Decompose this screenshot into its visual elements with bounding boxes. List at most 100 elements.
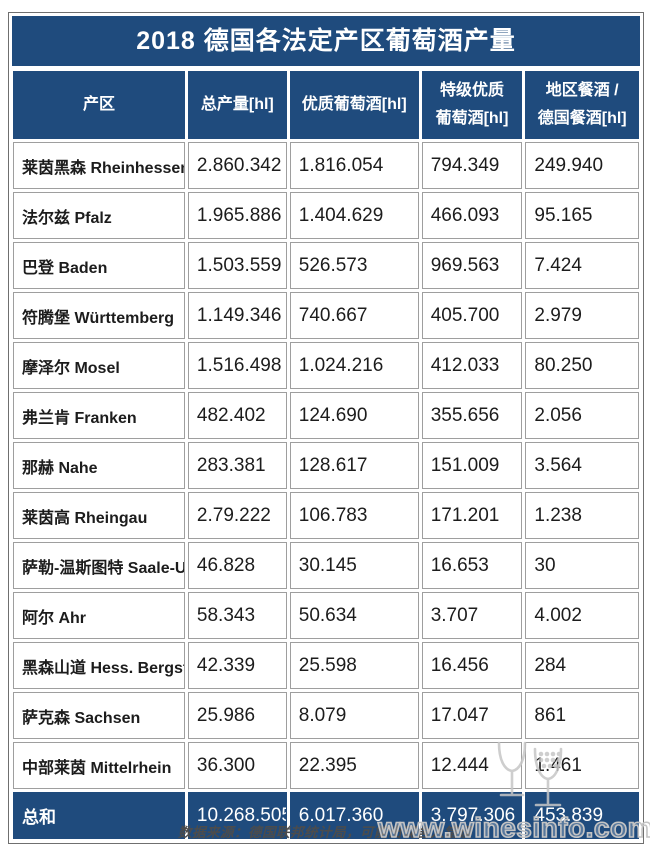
- value-cell: 8.079: [289, 692, 419, 739]
- value-cell: 30: [525, 542, 639, 589]
- table-row: 莱茵高 Rheingau 2.79.222 106.783 171.201 1.…: [13, 492, 639, 539]
- value-cell: 405.700: [421, 292, 523, 339]
- header-row: 产区 总产量[hl] 优质葡萄酒[hl] 特级优质 葡萄酒[hl] 地区餐酒 /: [13, 71, 639, 139]
- value-cell: 283.381: [187, 442, 287, 489]
- header-line: 地区餐酒 /: [545, 82, 619, 99]
- value-cell: 22.395: [289, 742, 419, 789]
- value-cell: 1.149.346: [187, 292, 287, 339]
- header-line: 德国餐酒[hl]: [537, 110, 627, 127]
- table-row: 弗兰肯 Franken 482.402 124.690 355.656 2.05…: [13, 392, 639, 439]
- header-line: 葡萄酒[hl]: [435, 110, 509, 127]
- table-row: 摩泽尔 Mosel 1.516.498 1.024.216 412.033 80…: [13, 342, 639, 389]
- value-cell: 124.690: [289, 392, 419, 439]
- region-cell: 那赫 Nahe: [13, 442, 185, 489]
- value-cell: 7.424: [525, 242, 639, 289]
- value-cell: 249.940: [525, 142, 639, 189]
- value-cell: 2.056: [525, 392, 639, 439]
- column-header-landwein-tafelwein: 地区餐酒 / 德国餐酒[hl]: [525, 71, 639, 139]
- region-cell: 萨勒-温斯图特 Saale-Unstrut: [13, 542, 185, 589]
- total-value-cell: 453.839: [525, 792, 639, 839]
- region-cell: 莱茵高 Rheingau: [13, 492, 185, 539]
- value-cell: 46.828: [187, 542, 287, 589]
- value-cell: 1.404.629: [289, 192, 419, 239]
- value-cell: 526.573: [289, 242, 419, 289]
- table-row: 萨勒-温斯图特 Saale-Unstrut 46.828 30.145 16.6…: [13, 542, 639, 589]
- value-cell: 25.986: [187, 692, 287, 739]
- page-title: 2018 德国各法定产区葡萄酒产量: [12, 16, 640, 66]
- table-row: 萨克森 Sachsen 25.986 8.079 17.047 861: [13, 692, 639, 739]
- wine-production-table-card: 2018 德国各法定产区葡萄酒产量 产区 总产量[hl] 优质葡萄酒[hl]: [8, 12, 644, 844]
- total-row: 总和 10.268.505 6.017.360 3.797.306 453.83…: [13, 792, 639, 839]
- region-cell: 符腾堡 Württemberg: [13, 292, 185, 339]
- table-row: 莱茵黑森 Rheinhessen 2.860.342 1.816.054 794…: [13, 142, 639, 189]
- table-row: 黑森山道 Hess. Bergstraße 42.339 25.598 16.4…: [13, 642, 639, 689]
- region-cell: 弗兰肯 Franken: [13, 392, 185, 439]
- value-cell: 17.047: [421, 692, 523, 739]
- value-cell: 4.002: [525, 592, 639, 639]
- value-cell: 2.860.342: [187, 142, 287, 189]
- value-cell: 3.707: [421, 592, 523, 639]
- table-footer: 总和 10.268.505 6.017.360 3.797.306 453.83…: [13, 792, 639, 839]
- value-cell: 3.564: [525, 442, 639, 489]
- table-body: 莱茵黑森 Rheinhessen 2.860.342 1.816.054 794…: [13, 142, 639, 789]
- table-row: 阿尔 Ahr 58.343 50.634 3.707 4.002: [13, 592, 639, 639]
- column-header-praedikat-wine: 特级优质 葡萄酒[hl]: [421, 71, 523, 139]
- region-cell: 摩泽尔 Mosel: [13, 342, 185, 389]
- value-cell: 36.300: [187, 742, 287, 789]
- table-row: 法尔兹 Pfalz 1.965.886 1.404.629 466.093 95…: [13, 192, 639, 239]
- value-cell: 30.145: [289, 542, 419, 589]
- header-line: 特级优质: [440, 82, 505, 99]
- value-cell: 2.979: [525, 292, 639, 339]
- value-cell: 412.033: [421, 342, 523, 389]
- value-cell: 1.516.498: [187, 342, 287, 389]
- value-cell: 106.783: [289, 492, 419, 539]
- value-cell: 42.339: [187, 642, 287, 689]
- value-cell: 1.965.886: [187, 192, 287, 239]
- value-cell: 50.634: [289, 592, 419, 639]
- value-cell: 16.456: [421, 642, 523, 689]
- value-cell: 355.656: [421, 392, 523, 439]
- value-cell: 2.79.222: [187, 492, 287, 539]
- region-cell: 莱茵黑森 Rheinhessen: [13, 142, 185, 189]
- value-cell: 740.667: [289, 292, 419, 339]
- header-line: 总产量[hl]: [200, 96, 274, 113]
- table-row: 那赫 Nahe 283.381 128.617 151.009 3.564: [13, 442, 639, 489]
- table-header: 产区 总产量[hl] 优质葡萄酒[hl] 特级优质 葡萄酒[hl] 地区餐酒 /: [13, 71, 639, 139]
- region-cell: 中部莱茵 Mittelrhein: [13, 742, 185, 789]
- total-value-cell: 3.797.306: [421, 792, 523, 839]
- table-row: 中部莱茵 Mittelrhein 36.300 22.395 12.444 1.…: [13, 742, 639, 789]
- value-cell: 151.009: [421, 442, 523, 489]
- value-cell: 466.093: [421, 192, 523, 239]
- region-cell: 法尔兹 Pfalz: [13, 192, 185, 239]
- value-cell: 1.816.054: [289, 142, 419, 189]
- total-label-cell: 总和: [13, 792, 185, 839]
- table-row: 巴登 Baden 1.503.559 526.573 969.563 7.424: [13, 242, 639, 289]
- table-row: 符腾堡 Württemberg 1.149.346 740.667 405.70…: [13, 292, 639, 339]
- value-cell: 12.444: [421, 742, 523, 789]
- region-cell: 巴登 Baden: [13, 242, 185, 289]
- data-source-note: 数据来源：德国联邦统计局，可能出现舍入错误: [178, 825, 472, 840]
- value-cell: 95.165: [525, 192, 639, 239]
- column-header-quality-wine: 优质葡萄酒[hl]: [289, 71, 419, 139]
- value-cell: 482.402: [187, 392, 287, 439]
- value-cell: 861: [525, 692, 639, 739]
- value-cell: 1.503.559: [187, 242, 287, 289]
- value-cell: 1.461: [525, 742, 639, 789]
- value-cell: 969.563: [421, 242, 523, 289]
- wine-production-table: 产区 总产量[hl] 优质葡萄酒[hl] 特级优质 葡萄酒[hl] 地区餐酒 /: [10, 68, 642, 842]
- value-cell: 80.250: [525, 342, 639, 389]
- header-line: 优质葡萄酒[hl]: [301, 96, 407, 113]
- value-cell: 25.598: [289, 642, 419, 689]
- value-cell: 794.349: [421, 142, 523, 189]
- value-cell: 1.024.216: [289, 342, 419, 389]
- total-value-cell: 10.268.505: [187, 792, 287, 839]
- region-cell: 萨克森 Sachsen: [13, 692, 185, 739]
- region-cell: 阿尔 Ahr: [13, 592, 185, 639]
- value-cell: 58.343: [187, 592, 287, 639]
- value-cell: 284: [525, 642, 639, 689]
- value-cell: 1.238: [525, 492, 639, 539]
- value-cell: 171.201: [421, 492, 523, 539]
- value-cell: 16.653: [421, 542, 523, 589]
- column-header-total-production: 总产量[hl]: [187, 71, 287, 139]
- total-value-cell: 6.017.360: [289, 792, 419, 839]
